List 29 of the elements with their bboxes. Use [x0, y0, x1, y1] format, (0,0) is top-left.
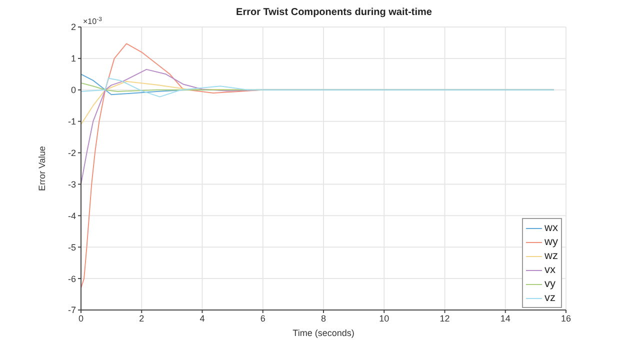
- x-tick-label: 0: [78, 313, 84, 324]
- x-tick-label: 16: [560, 313, 572, 324]
- legend-label: wx: [544, 221, 558, 235]
- x-tick-label: 2: [139, 313, 144, 324]
- x-axis-title: Time (seconds): [292, 328, 354, 338]
- y-tick-label: -3: [68, 179, 76, 190]
- y-tick-label: -1: [68, 116, 76, 127]
- y-tick-label: 2: [70, 22, 76, 32]
- legend-label: vy: [544, 277, 556, 291]
- legend-label: vz: [544, 291, 556, 305]
- y-tick-label: -4: [68, 210, 76, 221]
- x-tick-label: 8: [320, 313, 326, 324]
- chart-title: Error Twist Components during wait-time: [236, 7, 432, 18]
- text: ×10$^{-3}$: [83, 16, 103, 26]
- legend-label: wy: [544, 235, 558, 249]
- legend-label: vx: [544, 263, 556, 277]
- x-tick-label: 10: [379, 313, 390, 324]
- y-tick-label: -5: [68, 242, 76, 252]
- y-tick-label: 0: [70, 85, 76, 96]
- legend-label: wz: [544, 249, 558, 263]
- x-tick-label: 6: [260, 313, 266, 324]
- y-tick-label: -7: [68, 305, 76, 316]
- x-tick-label: 12: [440, 313, 450, 324]
- y-tick-label: 1: [70, 54, 76, 64]
- x-tick-label: 4: [200, 313, 205, 324]
- x-tick-label: 14: [500, 313, 510, 324]
- y-tick-label: -2: [68, 148, 76, 158]
- y-axis-title: Error Value: [37, 146, 48, 191]
- y-tick-label: -6: [68, 274, 76, 284]
